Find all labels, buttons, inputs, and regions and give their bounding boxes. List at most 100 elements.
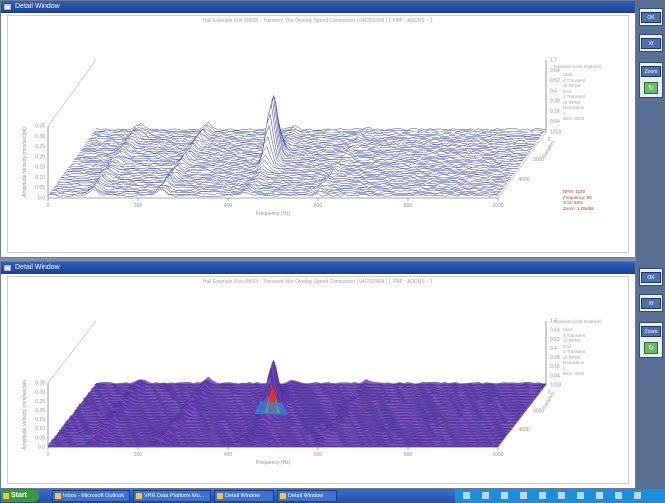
cursor-readout-item: Zoom: 1:ON/88: [563, 205, 594, 211]
shield-icon[interactable]: [501, 492, 508, 499]
y-tick-label: 0.15: [35, 165, 45, 171]
info-icon[interactable]: [634, 492, 641, 499]
legend-item: 1: [563, 365, 566, 371]
legend-item: Resolution: [563, 105, 585, 110]
waterfall-plot-area[interactable]: Hall Example Unit (9839) · Transient Vib…: [7, 276, 629, 484]
battery-icon[interactable]: [577, 492, 584, 499]
x-tick-label: 0: [47, 203, 50, 209]
z-scale-label: 0.28: [550, 355, 560, 361]
cursor-readout-item: RPM: 1180: [563, 189, 586, 194]
waterfall-plot[interactable]: 0 200 400 600 800 1000 Frequency (Hz) 0.0 0.05 0.…: [8, 16, 630, 256]
tool-block: Zoom ↻: [639, 62, 663, 98]
cursor-readout-item: Frequency: 88: [563, 194, 592, 200]
z-scale-label: 0.4: [550, 88, 557, 94]
tool-block: OK: [639, 268, 663, 286]
outlook-icon: [55, 493, 61, 499]
taskbar-button-detail-2[interactable]: Detail Window: [277, 490, 337, 502]
z-scale-label: 0.28: [550, 99, 560, 105]
y-tick-label: 0.05: [35, 185, 45, 191]
start-button[interactable]: Start: [1, 490, 39, 502]
legend-item: 2 Transient: [563, 349, 586, 354]
z-scale-label: 0.64: [550, 68, 560, 74]
legend-item: @ RPMI: [563, 354, 581, 360]
y-tick-label: 0.35: [35, 381, 45, 387]
waterfall-plot[interactable]: 0 200 400 600 800 1000 Frequency (Hz) 0.0 0.05 0.…: [8, 277, 630, 487]
detail-window-bottom: Detail Window Hall Example Unit (9839) ·…: [0, 261, 636, 489]
window-icon: [217, 493, 223, 499]
tool-button-2[interactable]: Xf: [641, 38, 661, 49]
y-tick-label: 0.20: [35, 408, 45, 414]
taskbar-button-outlook[interactable]: Inbox - Microsoft Outlook: [52, 490, 130, 502]
cursor-readout: RPM: 1180 Frequency: 88 Grid: 68% Zoom: 1:O…: [563, 189, 618, 211]
tool-button-1[interactable]: OK: [641, 12, 661, 23]
z-scale-label: 0.4: [550, 346, 557, 352]
title-bar[interactable]: Detail Window: [1, 1, 635, 13]
depth-axis-label: Samples: [541, 139, 556, 159]
clock-icon[interactable]: [520, 492, 527, 499]
update-icon[interactable]: [615, 492, 622, 499]
legend-item: 4 Transient: [563, 332, 586, 338]
y-tick-label: 0.20: [35, 154, 45, 160]
x-tick-label: 200: [134, 203, 143, 209]
y-tick-label: 0.10: [35, 175, 45, 181]
right-tool-panel: OK Xf Zoom ↻ OK Xf Zoom ↻: [636, 0, 665, 489]
waterfall-traces: [47, 95, 546, 197]
y-axis-label: Amplitude Velocity (mm/sec/pk): [22, 380, 28, 450]
y-tick-label: 0.15: [35, 417, 45, 423]
z-scale-label: 0.04: [550, 373, 560, 379]
tool-block: Zoom ↻: [639, 322, 663, 358]
y-tick-label: 0.30: [35, 390, 45, 396]
refresh-icon[interactable]: ↻: [644, 342, 658, 354]
legend-item: 4 Transient: [563, 77, 586, 83]
z-scale-label: 1.7: [550, 58, 557, 64]
taskbar-button-detail-1[interactable]: Detail Window: [214, 490, 274, 502]
taskbar-button-label: Inbox - Microsoft Outlook: [63, 493, 125, 499]
legend-title: Transient Limit Scale(m): [553, 319, 602, 324]
peak-highlight: [254, 385, 289, 415]
x-axis-label: Frequency (Hz): [256, 211, 291, 217]
volume-icon[interactable]: [482, 492, 489, 499]
plot-subtitle: Hall Example Unit (9839) · Transient Vib…: [202, 18, 434, 24]
printer-icon[interactable]: [539, 492, 546, 499]
y-tick-label: 0.0: [38, 445, 45, 451]
legend-item: End: [563, 343, 572, 349]
tool-button-6[interactable]: Xf: [641, 298, 661, 309]
x-tick-label: 400: [224, 203, 233, 209]
y-axis-label: Amplitude Velocity (mm/sec/pk): [22, 127, 28, 197]
window-menu-icon[interactable]: [4, 265, 11, 271]
network-icon[interactable]: [463, 492, 470, 499]
y-tick-label: 0.25: [35, 399, 45, 405]
taskbar-button-label: VPR Data Platform Mo...: [144, 493, 205, 499]
cursor-readout-item: Grid: 68%: [563, 200, 584, 205]
depth-tick-label: 0: [548, 390, 551, 396]
window-title: Detail Window: [15, 264, 60, 271]
legend-list: Start 4 Transient @ RPMI End 2 Transient @ RP…: [563, 72, 618, 122]
taskbar-button-vpr[interactable]: VPR Data Platform Mo...: [133, 490, 211, 502]
legend-item: @ RPMI: [563, 338, 581, 343]
app-icon: [136, 493, 142, 499]
legend-item: End: [563, 88, 572, 94]
legend-list: Start 4 Transient @ RPMI End 2 Transient @ RP…: [563, 327, 618, 377]
chat-icon[interactable]: [596, 492, 603, 499]
waterfall-plot-area[interactable]: Hall Example Unit (9839) · Transient Vib…: [7, 15, 629, 253]
y-tick-label: 0.35: [35, 124, 45, 130]
tool-button-7[interactable]: Zoom: [641, 326, 661, 337]
legend-item: Start: [563, 327, 573, 332]
tool-button-3[interactable]: Zoom: [641, 66, 661, 77]
legend-item: 2 Transient: [563, 94, 586, 99]
depth-axis-label: Samples: [541, 391, 556, 411]
window-menu-icon[interactable]: [4, 4, 11, 10]
z-scale-label: 0.64: [550, 328, 560, 334]
tool-button-5[interactable]: OK: [641, 272, 661, 283]
taskbar: Start Inbox - Microsoft Outlook VPR Data…: [0, 489, 665, 503]
title-bar[interactable]: Detail Window: [1, 262, 635, 274]
tool-block: OK: [639, 8, 663, 26]
detail-window-top: Detail Window Hall Example Unit (9839) ·…: [0, 0, 636, 258]
tool-block: Xf: [639, 294, 663, 312]
legend-item: Bins: 3200: [563, 371, 585, 376]
sync-icon[interactable]: [558, 492, 565, 499]
z-scale-label: 0.52: [550, 78, 560, 84]
system-tray: [455, 489, 665, 503]
tool-block: Xf: [639, 34, 663, 52]
refresh-icon[interactable]: ↻: [644, 82, 658, 94]
